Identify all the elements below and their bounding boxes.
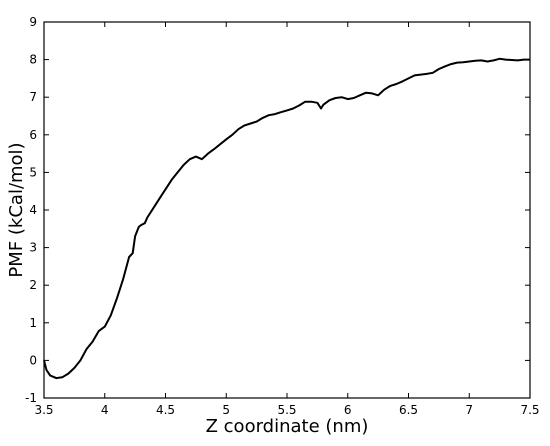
y-tick-label: 7: [29, 90, 37, 104]
x-axis-ticks: 3.5 4 4.5 5 5.5 6 6.5 7 7.5: [34, 22, 540, 417]
y-tick-label: 2: [29, 278, 37, 292]
x-tick-label: 3.5: [34, 403, 53, 417]
x-tick-label: 6: [344, 403, 352, 417]
x-tick-label: 7: [465, 403, 473, 417]
y-tick-label: 0: [29, 353, 37, 367]
x-axis-label: Z coordinate (nm): [206, 416, 369, 437]
y-tick-label: 3: [29, 241, 37, 255]
x-tick-label: 5.5: [277, 403, 296, 417]
y-tick-label: 9: [29, 15, 37, 29]
plot-area: [43, 21, 531, 399]
x-tick-label: 5: [222, 403, 230, 417]
y-axis-label: PMF (kCal/mol): [6, 142, 27, 277]
x-tick-label: 4: [101, 403, 109, 417]
x-tick-label: 7.5: [520, 403, 539, 417]
y-axis-ticks: -1 0 1 2 3 4 5 6 7 8 9: [25, 15, 530, 405]
y-tick-label: -1: [25, 391, 37, 405]
plot-frame: [43, 21, 531, 399]
y-tick-label: 8: [29, 53, 37, 67]
series-line: [43, 57, 530, 380]
y-tick-label: 4: [29, 203, 37, 217]
y-tick-label: 1: [29, 316, 37, 330]
x-tick-label: 4.5: [156, 403, 175, 417]
y-tick-label: 6: [29, 128, 37, 142]
y-tick-label: 5: [29, 165, 37, 179]
x-tick-label: 6.5: [399, 403, 418, 417]
